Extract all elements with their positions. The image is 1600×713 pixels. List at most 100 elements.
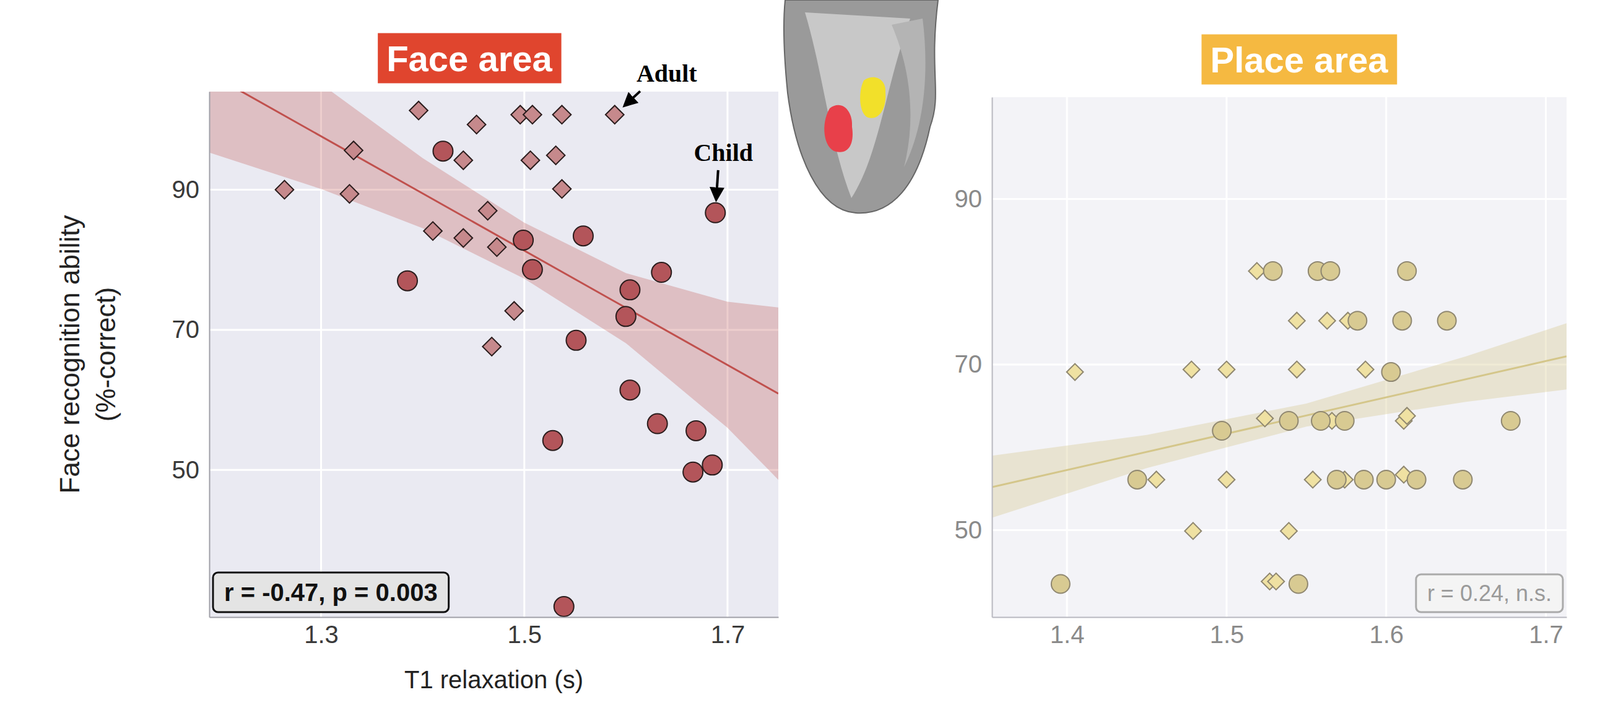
point-circle <box>1453 470 1472 490</box>
point-circle <box>1377 470 1396 490</box>
x-axis-line <box>992 617 1568 619</box>
point-circle <box>1501 411 1521 431</box>
brain-shape <box>783 0 939 214</box>
point-circle <box>619 279 640 300</box>
annotation: Child <box>693 138 753 200</box>
point-diamond <box>504 301 524 321</box>
point-circle <box>1212 421 1231 441</box>
series-diamond <box>1066 262 1416 590</box>
y-axis-line <box>991 97 994 618</box>
plot-marks <box>209 91 779 617</box>
x-tick: 1.6 <box>1369 617 1404 649</box>
point-circle <box>1381 362 1400 382</box>
plot-marks <box>991 261 1567 594</box>
point-diamond <box>1280 522 1298 540</box>
point-diamond <box>1318 312 1336 330</box>
point-circle <box>1289 574 1308 594</box>
point-circle <box>1347 311 1367 331</box>
x-tick-label: 1.5 <box>1209 621 1245 649</box>
brain-illustration <box>783 0 939 214</box>
point-diamond <box>482 337 501 357</box>
x-tick: 1.4 <box>1050 617 1085 649</box>
grid-line-y <box>209 188 779 191</box>
x-tick: 1.3 <box>304 617 339 649</box>
point-circle <box>573 226 594 246</box>
confidence-band <box>209 91 779 480</box>
point-diamond <box>1217 471 1235 489</box>
point-circle <box>1311 411 1331 431</box>
point-diamond <box>409 101 428 121</box>
point-diamond <box>521 151 540 170</box>
point-diamond <box>552 105 572 125</box>
y-tick-label: 50 <box>954 516 983 544</box>
y-tick: 90 <box>172 175 210 204</box>
series-diamond <box>275 101 625 357</box>
x-axis: 1.31.51.7 <box>209 617 779 649</box>
confidence-band <box>991 323 1567 518</box>
point-circle <box>616 306 636 327</box>
x-tick-label: 1.7 <box>1528 621 1564 649</box>
point-circle <box>1437 311 1457 331</box>
grid-line-x <box>1385 97 1387 618</box>
x-tick: 1.5 <box>507 617 542 649</box>
point-diamond <box>1248 262 1266 280</box>
point-diamond <box>1184 522 1202 540</box>
y-tick-label: 90 <box>954 185 983 213</box>
y-tick-label: 70 <box>954 350 983 378</box>
point-diamond <box>1147 471 1165 489</box>
point-diamond <box>340 184 360 204</box>
stat-note-text: r = 0.24, n.s. <box>1427 580 1552 607</box>
point-circle <box>651 262 672 283</box>
x-axis-line <box>209 617 779 619</box>
brain-gyrus <box>804 12 911 199</box>
point-circle <box>1279 411 1298 431</box>
point-diamond <box>478 201 498 221</box>
stat-note: r = -0.47, p = 0.003 <box>213 572 449 613</box>
y-tick-label: 50 <box>172 456 200 484</box>
series-circle <box>1051 261 1521 594</box>
point-diamond <box>1398 408 1416 425</box>
title-text: Face area <box>386 38 553 79</box>
point-circle <box>565 330 586 351</box>
point-diamond <box>1288 361 1306 379</box>
grid-line-x <box>1066 97 1069 618</box>
fit-line <box>209 91 779 394</box>
y-tick: 70 <box>954 350 993 378</box>
point-circle <box>1263 261 1283 281</box>
point-diamond <box>453 151 473 170</box>
point-diamond <box>1267 573 1285 591</box>
point-diamond <box>1304 471 1322 489</box>
point-circle <box>1392 311 1412 331</box>
brain-gyrus <box>891 18 926 168</box>
point-circle <box>543 430 563 451</box>
panel-title: Place area <box>1201 34 1397 85</box>
point-diamond <box>1183 361 1200 379</box>
point-circle <box>1335 411 1355 431</box>
point-diamond <box>1066 364 1084 381</box>
point-circle <box>647 414 668 435</box>
point-circle <box>619 380 640 400</box>
title-background <box>377 33 561 84</box>
grid-line-y <box>991 529 1567 532</box>
y-tick: 70 <box>172 315 210 344</box>
y-axis-line <box>209 92 211 618</box>
point-diamond <box>453 229 473 248</box>
stat-note-text: r = -0.47, p = 0.003 <box>224 578 438 607</box>
panel: 1.31.51.7507090Face areaT1 relaxation (s… <box>54 0 779 694</box>
point-diamond <box>1357 361 1374 379</box>
point-diamond <box>487 237 507 257</box>
y-axis-title: Face recognition ability(%-correct) <box>54 214 121 494</box>
chart-root: 1.31.51.7507090Face areaT1 relaxation (s… <box>0 0 1600 713</box>
x-tick: 1.7 <box>1528 617 1564 649</box>
y-tick: 50 <box>954 516 993 544</box>
annotation-arrow <box>624 91 641 106</box>
stat-note-box <box>213 572 449 613</box>
point-circle <box>397 271 418 292</box>
point-circle <box>1320 261 1340 281</box>
stat-note: r = 0.24, n.s. <box>1416 574 1563 613</box>
point-diamond <box>423 221 443 241</box>
y-axis: 50 70 90 <box>172 92 210 618</box>
point-diamond <box>275 180 295 200</box>
y-axis-title-line: (%-correct) <box>90 287 121 423</box>
annotation-text: Adult <box>636 59 698 88</box>
